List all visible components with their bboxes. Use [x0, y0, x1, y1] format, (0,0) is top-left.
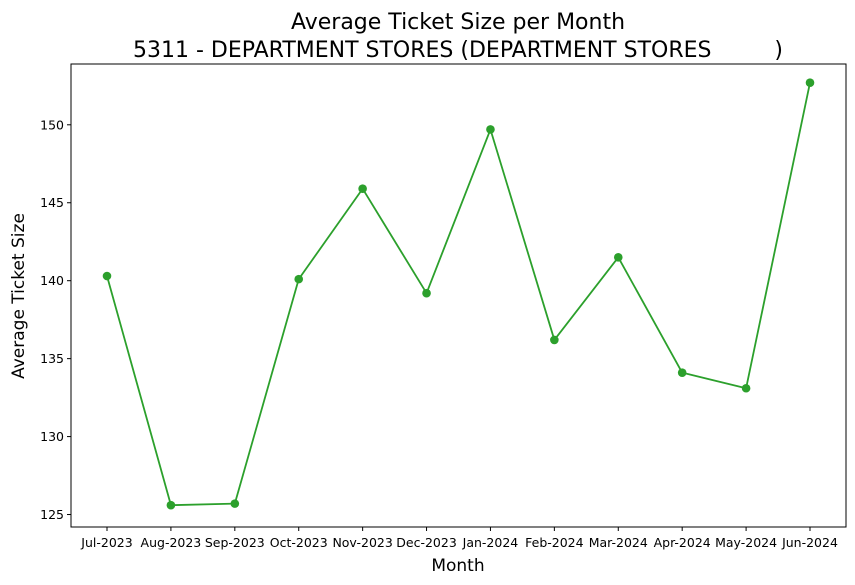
y-tick-label: 125 [40, 507, 64, 522]
data-point [741, 383, 751, 393]
x-axis-label: Month [431, 556, 484, 576]
x-tick-label: May-2024 [715, 535, 777, 550]
x-tick-label: Apr-2024 [654, 535, 711, 550]
y-tick-label: 130 [40, 429, 64, 444]
x-tick-label: Feb-2024 [525, 535, 584, 550]
data-point [486, 125, 495, 134]
y-axis-label: Average Ticket Size [9, 213, 29, 379]
plot-frame [70, 63, 847, 528]
data-point [102, 271, 112, 281]
x-tick-label: Aug-2023 [141, 535, 202, 550]
series-line [106, 82, 811, 507]
data-point [166, 500, 176, 510]
x-tick-label: Jul-2023 [80, 535, 132, 550]
x-tick-label: Dec-2023 [396, 535, 457, 550]
y-tick-label: 140 [40, 273, 64, 288]
data-point [294, 274, 304, 284]
x-axis: Jul-2023 Aug-2023 Sep-2023 Oct-2023 Nov-2023… [80, 527, 838, 550]
x-tick-label: Nov-2023 [332, 535, 392, 550]
series-layer [102, 78, 815, 510]
x-tick-label: Jan-2024 [462, 535, 519, 550]
x-tick-label: Jun-2024 [781, 535, 838, 550]
y-tick-label: 150 [40, 117, 64, 132]
data-point [550, 335, 559, 345]
data-point [677, 368, 687, 377]
y-axis: 125 130 135 140 145 150 [40, 117, 71, 522]
x-tick-label: Mar-2024 [589, 535, 648, 550]
data-point [613, 253, 623, 262]
data-point [358, 184, 367, 194]
y-tick-label: 135 [40, 351, 64, 366]
data-point [422, 288, 431, 298]
data-point [805, 78, 815, 88]
chart-title-line-2: 5311 - DEPARTMENT STORES (DEPARTMENT STO… [133, 38, 783, 63]
x-tick-label: Sep-2023 [205, 535, 265, 550]
y-tick-label: 145 [40, 195, 64, 210]
x-tick-label: Oct-2023 [270, 535, 328, 550]
data-point [230, 499, 240, 508]
chart-title-line-1: Average Ticket Size per Month [291, 10, 625, 35]
plot-area: 125 130 135 140 145 150 Jul-2023 Aug-2023 Sep-2… [40, 63, 847, 550]
